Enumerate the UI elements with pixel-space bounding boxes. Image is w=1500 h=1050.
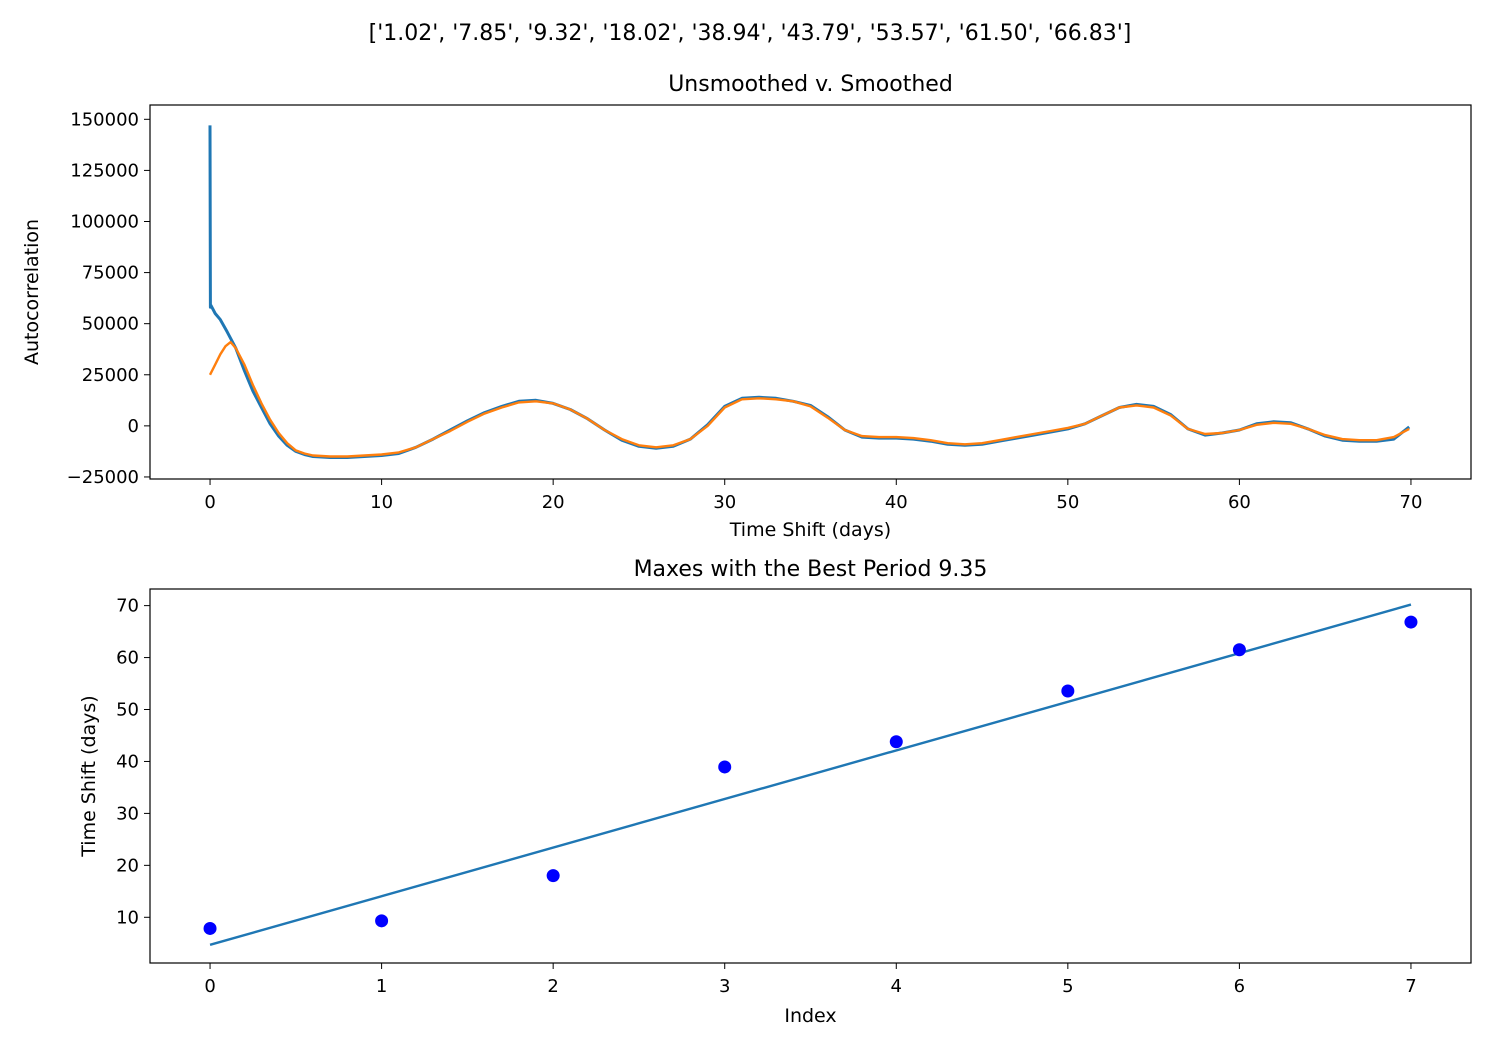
max-point — [1061, 684, 1075, 698]
autocorrelation-plot-frame — [149, 104, 1472, 480]
max-point — [1232, 643, 1246, 657]
maxes-plot: Maxes with the Best Period 9.35 0 1 2 3 4 5 6 7… — [78, 557, 1472, 1027]
y-tick-label: 75000 — [82, 263, 139, 284]
y-tick-label: 50 — [116, 700, 139, 721]
x-tick-label: 0 — [204, 492, 215, 513]
autocorrelation-x-label: Time Shift (days) — [729, 519, 891, 541]
maxes-y-label: Time Shift (days) — [78, 695, 100, 857]
max-point — [1404, 615, 1418, 629]
max-point — [203, 921, 217, 935]
autocorrelation-x-ticks: 0 10 20 30 40 50 60 70 — [204, 479, 1422, 513]
y-tick-label: 20 — [116, 855, 139, 876]
autocorrelation-plot: Unsmoothed v. Smoothed 0 10 20 30 40 50 60 70 −… — [21, 72, 1472, 541]
autocorrelation-series-group — [208, 125, 1411, 459]
x-tick-label: 6 — [1234, 976, 1245, 997]
y-tick-label: 150000 — [70, 109, 139, 130]
maxes-x-label: Index — [784, 1005, 836, 1027]
x-tick-label: 10 — [370, 492, 393, 513]
max-point — [546, 869, 560, 883]
x-tick-label: 4 — [891, 976, 902, 997]
autocorrelation-plot-title: Unsmoothed v. Smoothed — [668, 72, 953, 97]
smoothed-series-line — [208, 340, 1410, 458]
figure-suptitle: ['1.02', '7.85', '9.32', '18.02', '38.94… — [369, 21, 1132, 46]
max-point — [375, 914, 389, 928]
autocorrelation-y-ticks: −25000 0 25000 50000 75000 100000 125000 150000 — [67, 109, 150, 488]
y-tick-label: 10 — [116, 907, 139, 928]
maxes-x-ticks: 0 1 2 3 4 5 6 7 — [204, 963, 1417, 997]
max-point — [889, 735, 903, 749]
maxes-plot-title: Maxes with the Best Period 9.35 — [634, 557, 988, 582]
x-tick-label: 3 — [719, 976, 730, 997]
x-tick-label: 20 — [542, 492, 565, 513]
y-tick-label: −25000 — [67, 467, 139, 488]
x-tick-label: 60 — [1228, 492, 1251, 513]
x-tick-label: 7 — [1405, 976, 1416, 997]
y-tick-label: 30 — [116, 803, 139, 824]
maxes-y-ticks: 10 20 30 40 50 60 70 — [116, 596, 150, 928]
max-point — [718, 760, 732, 774]
y-tick-label: 70 — [116, 596, 139, 617]
y-tick-label: 60 — [116, 648, 139, 669]
x-tick-label: 1 — [376, 976, 387, 997]
y-tick-label: 100000 — [70, 211, 139, 232]
x-tick-label: 5 — [1062, 976, 1073, 997]
y-tick-label: 50000 — [82, 314, 139, 335]
maxes-series-group — [203, 603, 1418, 946]
x-tick-label: 70 — [1400, 492, 1423, 513]
y-tick-label: 125000 — [70, 160, 139, 181]
maxes-plot-frame — [149, 588, 1472, 964]
period-fit-line — [209, 603, 1412, 946]
x-tick-label: 40 — [885, 492, 908, 513]
x-tick-label: 30 — [713, 492, 736, 513]
x-tick-label: 2 — [547, 976, 558, 997]
y-tick-label: 25000 — [82, 365, 139, 386]
x-tick-label: 50 — [1056, 492, 1079, 513]
autocorrelation-y-label: Autocorrelation — [21, 219, 43, 365]
y-tick-label: 40 — [116, 751, 139, 772]
x-tick-label: 0 — [204, 976, 215, 997]
y-tick-label: 0 — [128, 416, 139, 437]
